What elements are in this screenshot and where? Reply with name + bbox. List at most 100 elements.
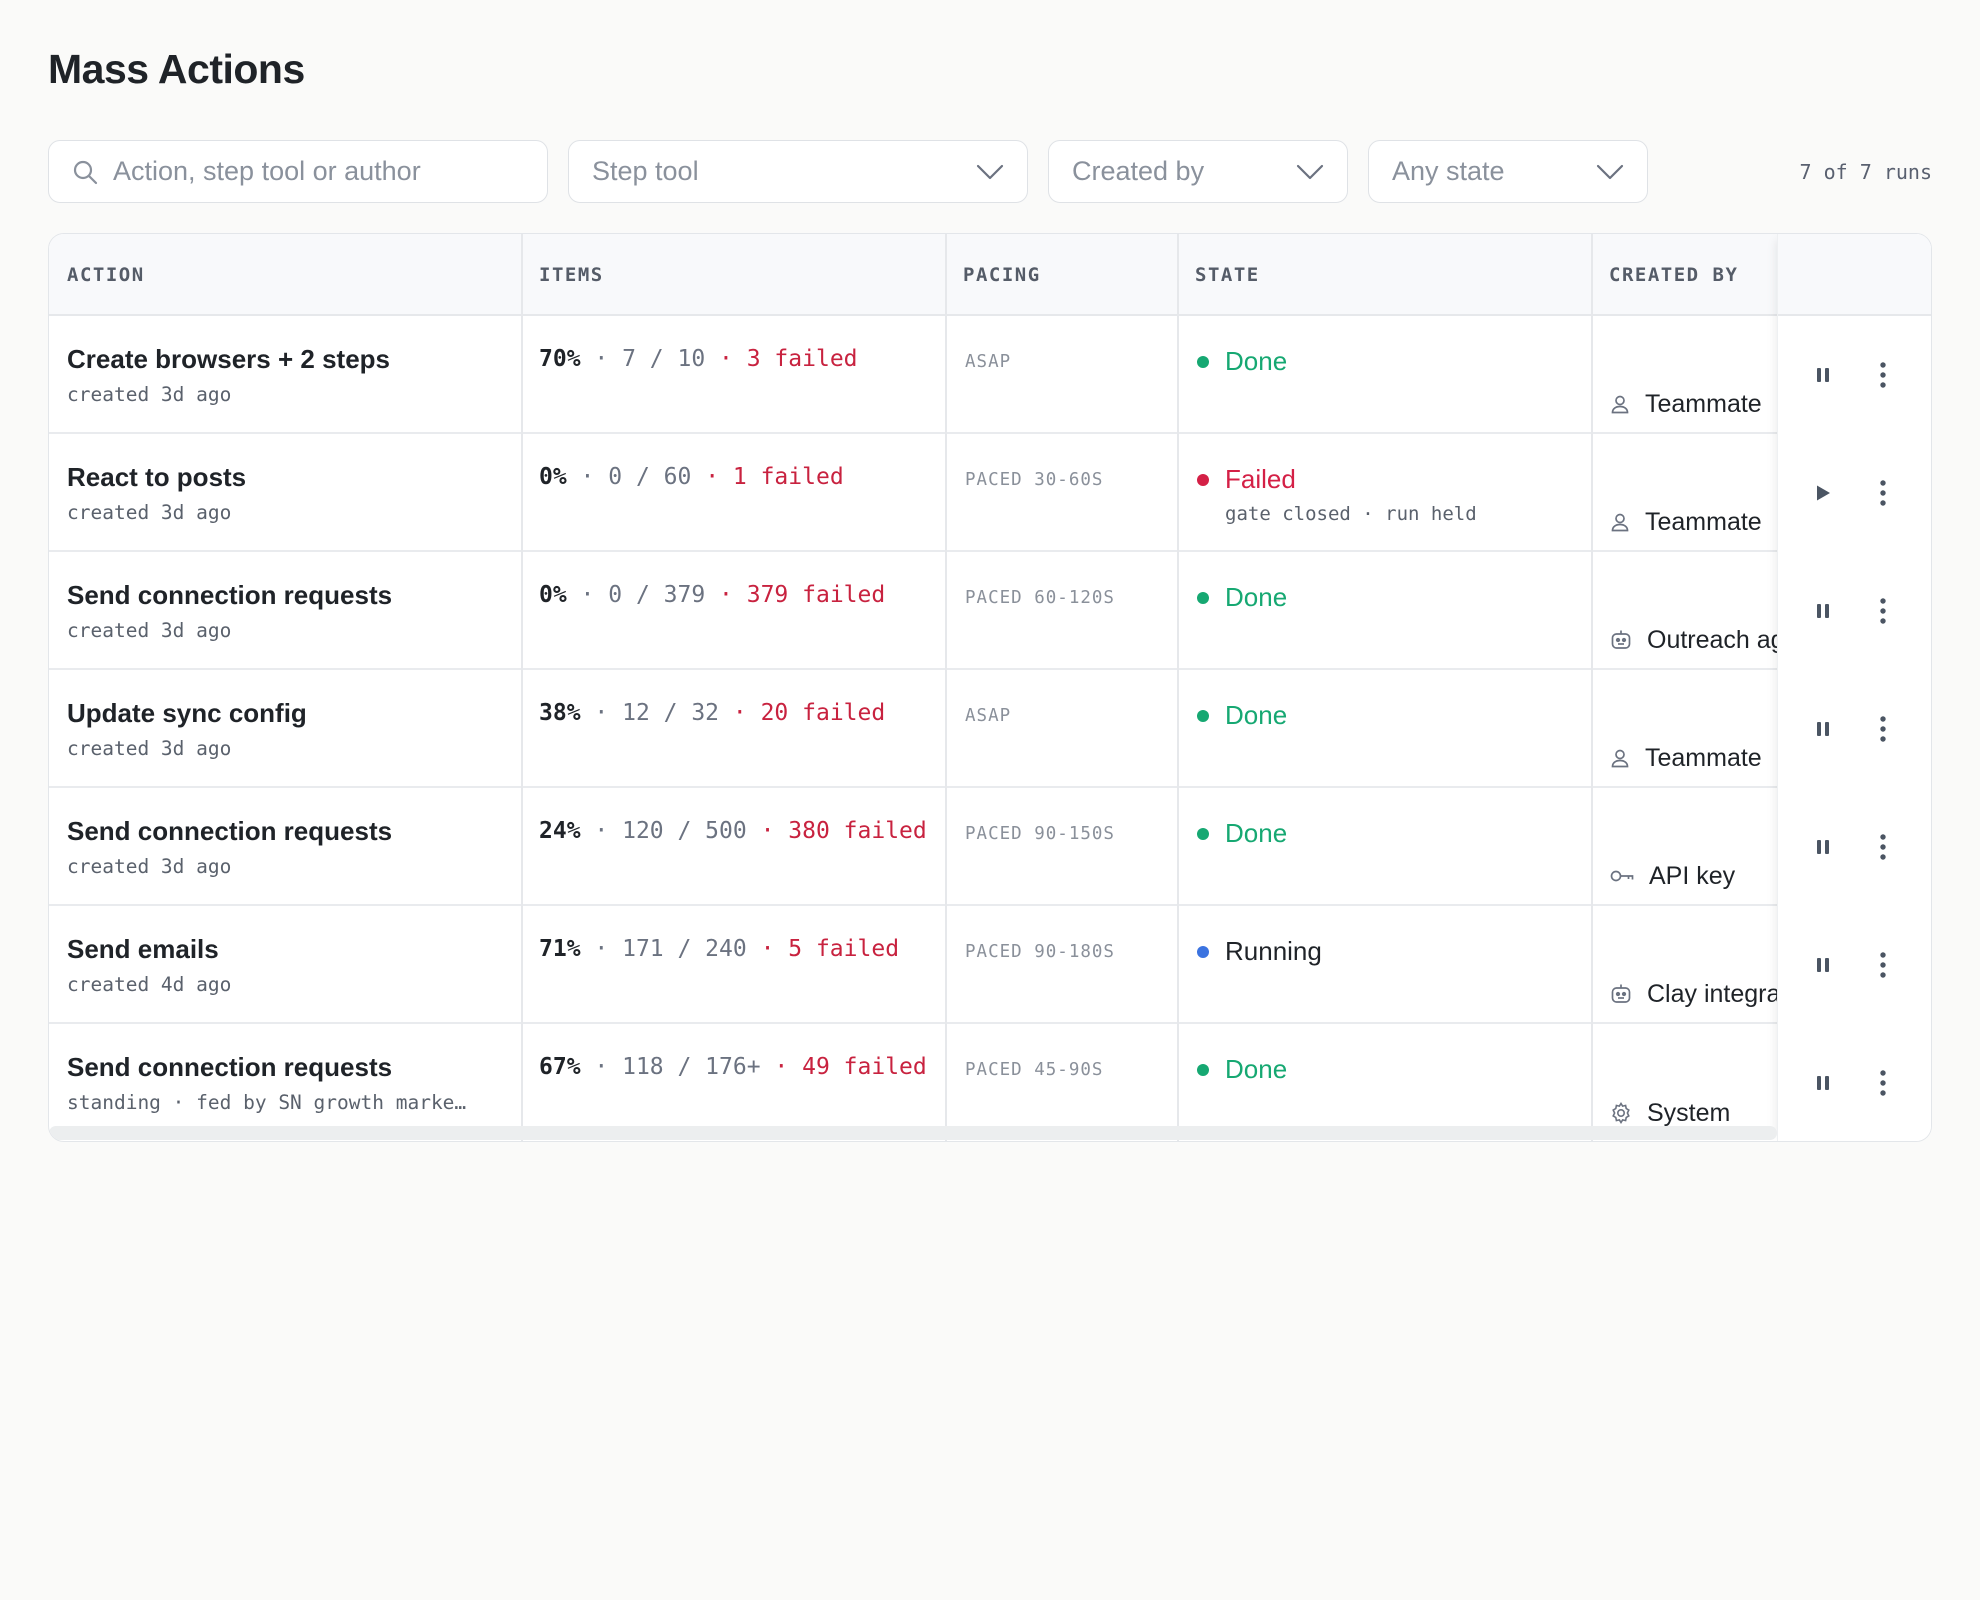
more-vertical-icon: [1879, 361, 1887, 389]
items-percent: 70%: [539, 346, 581, 372]
pause-icon: [1815, 956, 1831, 974]
items-separator: ·: [705, 582, 747, 608]
action-title[interactable]: Create browsers + 2 steps: [67, 344, 390, 374]
robot-icon: [1609, 628, 1633, 652]
items-percent: 71%: [539, 936, 581, 962]
more-vertical-icon: [1879, 479, 1887, 507]
items-separator: ·: [760, 1054, 803, 1080]
items-cell: 24% · 120 / 500 · 380 failed: [539, 818, 927, 934]
more-options-button[interactable]: [1861, 788, 1905, 906]
chevron-down-icon: [1595, 163, 1625, 181]
items-separator: ·: [580, 700, 623, 726]
header-items[interactable]: ITEMS: [539, 264, 604, 286]
search-input[interactable]: Action, step tool or author: [48, 140, 548, 203]
page-title: Mass Actions: [48, 46, 305, 92]
action-title[interactable]: Send connection requests: [67, 580, 393, 610]
created-by-cell: API key: [1609, 818, 1777, 934]
state-cell: Done: [1197, 1054, 1287, 1141]
step-tool-select[interactable]: Step tool: [568, 140, 1028, 203]
table-row[interactable]: Update sync config created 3d ago 38% · 12…: [49, 670, 1931, 788]
action-title[interactable]: Update sync config: [67, 698, 307, 728]
created-by-cell: Teammate: [1609, 700, 1777, 816]
items-cell: 0% · 0 / 60 · 1 failed: [539, 464, 844, 580]
pause-button[interactable]: [1801, 552, 1845, 670]
header-action[interactable]: ACTION: [67, 264, 145, 286]
state-select[interactable]: Any state: [1368, 140, 1648, 203]
gear-icon: [1609, 1101, 1633, 1125]
status-dot: [1197, 709, 1209, 722]
status-dot: [1197, 355, 1209, 368]
items-separator: ·: [691, 464, 733, 490]
action-title[interactable]: React to posts: [67, 462, 247, 492]
items-progress: 0 / 60: [608, 464, 692, 490]
items-failed: 3 failed: [746, 346, 858, 372]
items-cell: 38% · 12 / 32 · 20 failed: [539, 700, 885, 816]
action-title[interactable]: Send connection requests: [67, 1052, 393, 1082]
header-pacing[interactable]: PACING: [963, 264, 1041, 286]
more-options-button[interactable]: [1861, 670, 1905, 788]
creator-name: API key: [1649, 861, 1736, 890]
items-cell: 0% · 0 / 379 · 379 failed: [539, 582, 885, 698]
creator-name: System: [1647, 1098, 1731, 1127]
status-label: Done: [1225, 1054, 1288, 1084]
mass-actions-table: ACTION ITEMS PACING STATE CREATED BY Cre…: [48, 233, 1932, 1142]
more-options-button[interactable]: [1861, 906, 1905, 1024]
pause-button[interactable]: [1801, 670, 1845, 788]
more-options-button[interactable]: [1861, 434, 1905, 552]
action-title[interactable]: Send connection requests: [67, 816, 393, 846]
items-progress: 118 / 176+: [622, 1054, 761, 1080]
pause-button[interactable]: [1801, 316, 1845, 434]
chevron-down-icon: [1295, 163, 1325, 181]
more-options-button[interactable]: [1861, 316, 1905, 434]
created-by-cell: Teammate: [1609, 464, 1777, 580]
table-row[interactable]: Send connection requests created 3d ago 24…: [49, 788, 1931, 906]
more-vertical-icon: [1879, 833, 1887, 861]
table-row[interactable]: Send emails created 4d ago 71% · 171 / 240…: [49, 906, 1931, 1024]
more-options-button[interactable]: [1861, 1024, 1905, 1141]
status-label: Running: [1225, 936, 1322, 966]
horizontal-scrollbar[interactable]: [49, 1126, 1777, 1140]
pacing-cell: PACED 60-120S: [965, 588, 1115, 608]
search-icon: [71, 158, 99, 186]
items-failed: 1 failed: [732, 464, 844, 490]
action-subtitle: created 3d ago: [67, 737, 232, 760]
header-created-by[interactable]: CREATED BY: [1609, 264, 1739, 286]
play-button[interactable]: [1801, 434, 1845, 552]
items-cell: 67% · 118 / 176+ · 49 failed: [539, 1054, 927, 1141]
header-state[interactable]: STATE: [1195, 264, 1260, 286]
pause-icon: [1815, 602, 1831, 620]
status-badge: Failed: [1197, 464, 1477, 495]
items-separator: ·: [705, 346, 747, 372]
pause-button[interactable]: [1801, 906, 1845, 1024]
created-by-cell: System: [1609, 1054, 1777, 1141]
status-badge: Done: [1197, 1054, 1287, 1085]
table-row[interactable]: React to posts created 3d ago 0% · 0 / 60 …: [49, 434, 1931, 552]
action-subtitle: created 3d ago: [67, 855, 232, 878]
pacing-cell: ASAP: [965, 352, 1012, 372]
pause-icon: [1815, 720, 1831, 738]
action-title[interactable]: Send emails: [67, 934, 219, 964]
table-row[interactable]: Send connection requests created 3d ago 0%…: [49, 552, 1931, 670]
pause-button[interactable]: [1801, 788, 1845, 906]
state-label: Any state: [1392, 156, 1505, 186]
user-icon: [1609, 511, 1631, 533]
pause-icon: [1815, 1074, 1831, 1092]
table-row[interactable]: Create browsers + 2 steps created 3d ago 7…: [49, 316, 1931, 434]
pause-button[interactable]: [1801, 1024, 1845, 1141]
more-options-button[interactable]: [1861, 552, 1905, 670]
column-divider: [1177, 234, 1179, 1141]
user-icon: [1609, 747, 1631, 769]
more-vertical-icon: [1879, 597, 1887, 625]
status-dot: [1197, 1063, 1209, 1076]
action-cell: Send emails created 4d ago: [67, 934, 231, 1050]
items-failed: 5 failed: [788, 936, 900, 962]
items-failed: 20 failed: [760, 700, 886, 726]
creator-name: Teammate: [1645, 743, 1762, 772]
action-subtitle: standing · fed by SN growth marke…: [67, 1091, 467, 1114]
table-row[interactable]: Send connection requests standing · fed b…: [49, 1024, 1931, 1141]
created-by-select[interactable]: Created by: [1048, 140, 1348, 203]
items-separator: ·: [580, 936, 623, 962]
status-badge: Done: [1197, 700, 1287, 731]
table-header: ACTION ITEMS PACING STATE CREATED BY: [49, 234, 1931, 316]
items-percent: 0%: [539, 464, 567, 490]
